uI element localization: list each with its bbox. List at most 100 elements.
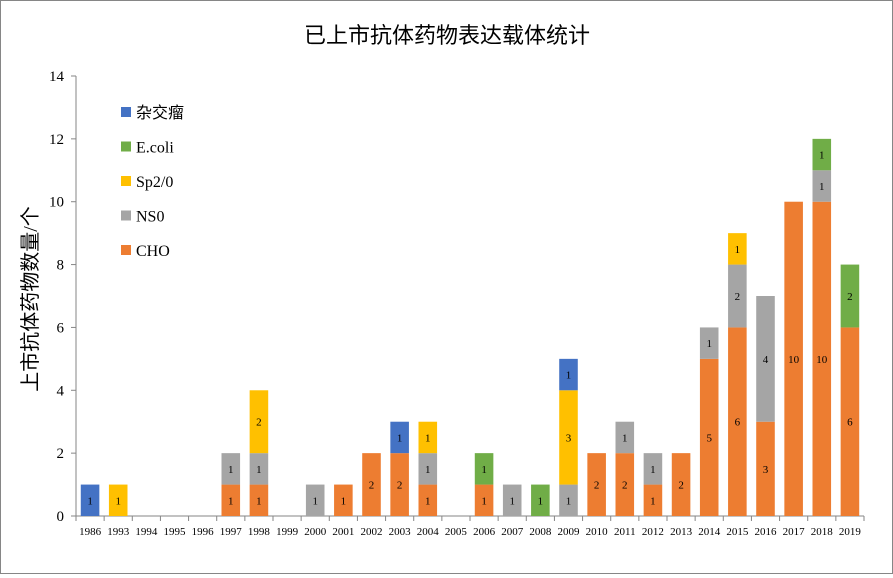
y-tick-label: 12	[49, 132, 64, 148]
data-label: 1	[87, 495, 93, 507]
bar-segment	[221, 453, 241, 485]
data-label: 2	[594, 480, 600, 492]
bar-segment	[812, 201, 832, 516]
bar-segment	[418, 453, 438, 485]
x-tick-label: 2011	[614, 526, 636, 538]
bar-segment	[502, 484, 522, 516]
bar-segment	[756, 296, 775, 422]
bar-segment	[531, 484, 550, 516]
x-tick-label: 2018	[811, 526, 834, 538]
bar-segment	[587, 453, 606, 516]
legend-label: NS0	[136, 209, 164, 226]
data-label: 1	[425, 464, 431, 476]
data-label: 2	[622, 480, 628, 492]
data-label: 1	[509, 495, 515, 507]
bar-segment	[221, 484, 241, 516]
data-label: 6	[847, 417, 853, 429]
bar-segment	[390, 453, 409, 516]
x-tick-label: 2000	[304, 526, 327, 538]
x-tick-label: 1986	[79, 526, 102, 538]
x-tick-label: 2013	[670, 526, 693, 538]
data-label: 1	[115, 495, 121, 507]
data-label: 2	[678, 480, 684, 492]
bar-segment	[390, 421, 409, 454]
x-tick-label: 1998	[248, 526, 271, 538]
bar-segment	[108, 484, 128, 516]
bar-segment	[728, 327, 747, 516]
data-label: 1	[312, 495, 318, 507]
data-label: 2	[256, 417, 262, 429]
x-tick-label: 1994	[135, 526, 158, 538]
data-label: 10	[788, 354, 800, 366]
data-label: 1	[256, 495, 262, 507]
bar-segment	[362, 453, 381, 516]
bar-segment	[615, 453, 635, 516]
y-tick-label: 10	[49, 195, 64, 211]
bar-segment	[671, 453, 691, 516]
data-label: 4	[763, 354, 769, 366]
bar-segment	[615, 421, 635, 454]
bar-segment	[840, 264, 860, 328]
data-label: 6	[735, 417, 741, 429]
x-tick-label: 2004	[417, 526, 440, 538]
x-tick-label: 1999	[276, 526, 299, 538]
data-label: 1	[341, 495, 347, 507]
data-label: 3	[763, 464, 769, 476]
legend-swatch	[121, 107, 131, 117]
bar-segment	[728, 264, 747, 328]
bar-segment	[249, 390, 269, 454]
y-tick-label: 0	[57, 509, 65, 525]
bar-segment	[699, 327, 719, 359]
bar-segment	[699, 358, 719, 516]
bar-segment	[784, 201, 803, 516]
x-tick-label: 2002	[361, 526, 383, 538]
data-label: 1	[622, 432, 628, 444]
data-label: 1	[566, 495, 572, 507]
y-tick-label: 6	[57, 320, 65, 336]
legend-label: CHO	[136, 243, 170, 260]
x-tick-label: 2017	[783, 526, 806, 538]
data-label: 1	[481, 495, 487, 507]
data-label: 2	[369, 480, 375, 492]
x-tick-label: 2005	[445, 526, 468, 538]
bar-segment	[305, 484, 325, 516]
data-label: 1	[819, 150, 825, 162]
data-label: 2	[397, 480, 403, 492]
bar-segment	[812, 170, 832, 202]
x-tick-label: 2010	[586, 526, 609, 538]
legend-swatch	[121, 176, 131, 186]
data-label: 2	[847, 291, 853, 303]
bar-segment	[80, 484, 100, 516]
bar-segment	[728, 233, 747, 265]
data-label: 1	[397, 432, 403, 444]
data-label: 1	[425, 495, 431, 507]
bar-segment	[249, 453, 269, 485]
x-tick-label: 1996	[192, 526, 215, 538]
bar-segment	[840, 327, 860, 516]
y-axis-label: 上市抗体药物数量/个	[19, 206, 42, 392]
bar-segment	[559, 390, 578, 485]
x-tick-label: 1995	[164, 526, 187, 538]
data-label: 1	[735, 244, 741, 256]
x-tick-label: 2003	[389, 526, 412, 538]
x-tick-label: 2014	[698, 526, 721, 538]
x-tick-label: 2009	[558, 526, 581, 538]
legend-label: E.coli	[136, 140, 174, 157]
data-label: 1	[425, 432, 431, 444]
x-tick-label: 1997	[220, 526, 243, 538]
y-tick-label: 2	[57, 446, 65, 462]
data-label: 1	[650, 495, 656, 507]
data-label: 1	[706, 338, 712, 350]
bar-segment	[559, 358, 578, 391]
chart-title: 已上市抗体药物表达载体统计	[304, 23, 590, 48]
legend-swatch	[121, 245, 131, 255]
bar-segment	[643, 484, 663, 516]
legend-swatch	[121, 141, 131, 152]
y-tick-label: 4	[57, 383, 65, 399]
y-tick-label: 8	[57, 258, 65, 274]
legend-label: 杂交瘤	[136, 104, 184, 122]
data-label: 3	[566, 432, 572, 444]
bar-segment	[418, 421, 438, 454]
